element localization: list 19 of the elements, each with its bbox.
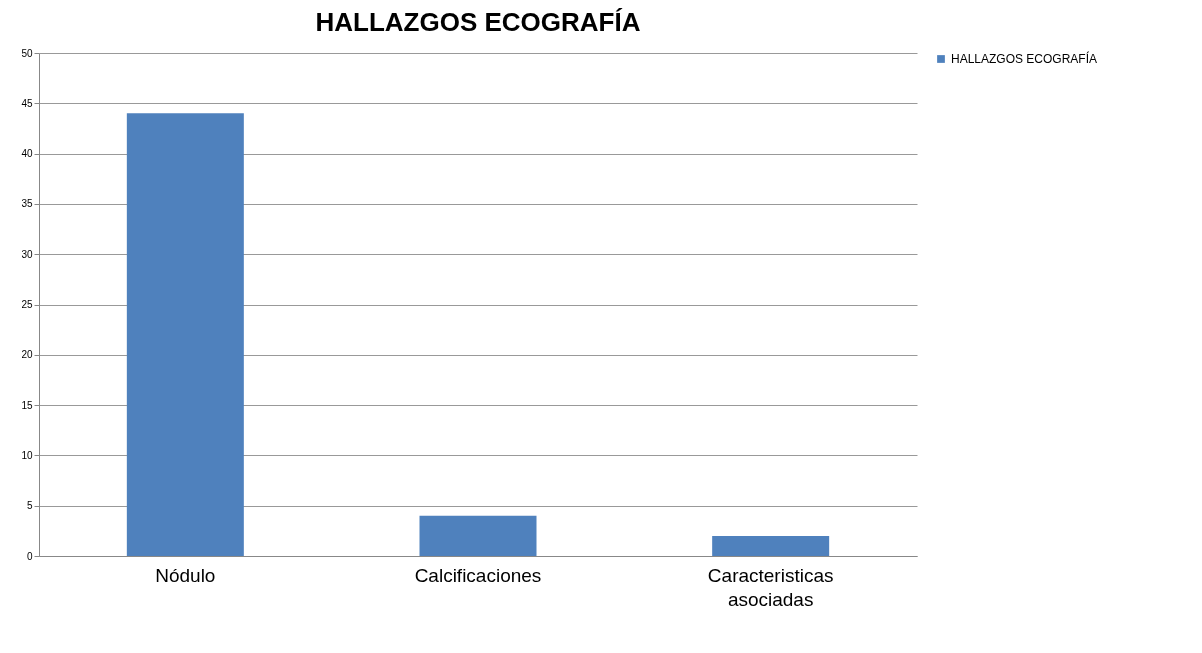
x-tick-label: Calcificaciones bbox=[414, 564, 542, 586]
x-tick-label: Nódulo bbox=[155, 564, 216, 586]
y-tick-label: 50 bbox=[21, 47, 33, 59]
y-tick-label: 0 bbox=[26, 550, 33, 562]
bar bbox=[712, 535, 830, 556]
y-tick-label: 35 bbox=[21, 198, 33, 210]
legend-label: HALLAZGOS ECOGRAFÍA bbox=[951, 51, 1098, 66]
x-tick-label: Caracteristicas asociadas bbox=[707, 564, 834, 610]
bar bbox=[419, 515, 537, 556]
y-tick-label: 40 bbox=[21, 148, 33, 160]
y-tick-label: 15 bbox=[21, 399, 33, 411]
y-tick-label: 30 bbox=[21, 248, 33, 260]
y-tick-label: 45 bbox=[21, 97, 33, 109]
y-tick-label: 5 bbox=[26, 500, 33, 512]
y-tick-label: 25 bbox=[21, 299, 33, 310]
y-tick-label: 10 bbox=[21, 449, 33, 461]
bar bbox=[126, 113, 244, 556]
chart-title: HALLAZGOS ECOGRAFÍA bbox=[315, 7, 641, 37]
y-tick-label: 20 bbox=[21, 349, 33, 361]
